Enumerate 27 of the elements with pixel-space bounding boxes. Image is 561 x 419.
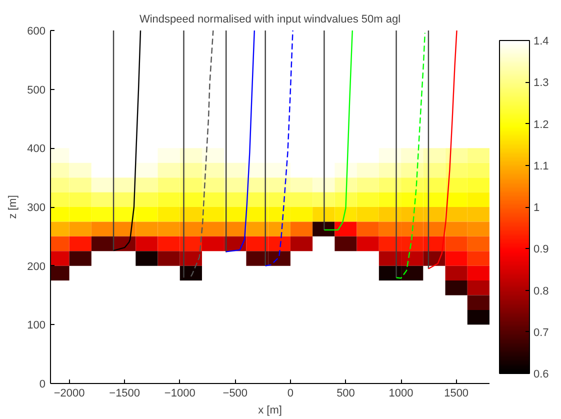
chart-title: Windspeed normalised with input windvalues 50m agl <box>139 14 401 26</box>
color-bar-label: 1.3 <box>534 77 549 90</box>
x-tick-label: 0 <box>287 388 294 400</box>
color-bar-label: 0.8 <box>534 285 549 298</box>
y-axis-title: z [m] <box>7 195 20 219</box>
color-bar-label: 1.1 <box>534 160 549 172</box>
color-bar-label: 1.4 <box>534 36 549 48</box>
x-axis-title: x [m] <box>258 404 282 416</box>
x-tick-label: 1000 <box>388 388 414 400</box>
y-tick-label: 200 <box>27 260 46 273</box>
y-tick-label: 500 <box>27 84 46 96</box>
x-tick-label: 1500 <box>444 388 469 400</box>
color-bar-label: 0.9 <box>534 244 549 256</box>
x-tick-label: −1000 <box>164 388 196 400</box>
y-tick-label: 100 <box>27 320 46 332</box>
y-tick-label: 400 <box>27 143 46 156</box>
y-tick-label: 300 <box>27 202 46 214</box>
color-bar-label: 0.7 <box>534 326 549 339</box>
x-tick-label: −1500 <box>109 388 140 400</box>
color-bar-label: 0.6 <box>534 368 549 380</box>
color-bar-label: 1 <box>534 202 540 214</box>
x-tick-label: −500 <box>222 388 248 400</box>
x-tick-label: −2000 <box>54 388 85 400</box>
x-tick-label: 500 <box>336 388 355 400</box>
y-tick-label: 0 <box>39 378 46 390</box>
y-tick-label: 600 <box>27 26 46 38</box>
color-bar-label: 1.2 <box>534 118 549 131</box>
